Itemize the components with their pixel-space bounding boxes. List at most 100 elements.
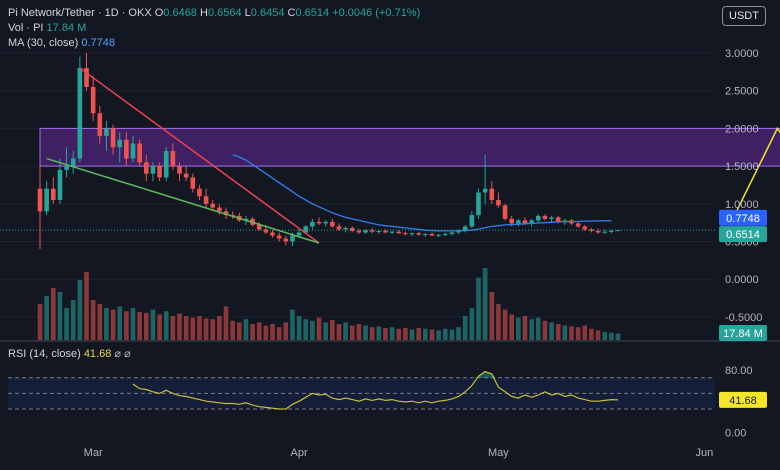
volume-bar <box>349 325 355 340</box>
volume-bar <box>409 329 415 340</box>
candle-body <box>77 68 83 159</box>
resistance-zone <box>39 127 780 167</box>
rsi-legend: RSI (14, close) 41.68 ⌀ ⌀ <box>8 347 131 360</box>
rsi-label[interactable]: RSI (14, close) <box>8 348 81 360</box>
volume-bar <box>575 327 581 340</box>
price-axis[interactable]: 3.00002.50002.00001.50001.00000.50000.00… <box>725 48 762 324</box>
candle-body <box>582 226 588 230</box>
high-value: 0.6564 <box>207 7 242 19</box>
candle-body <box>137 143 142 163</box>
candle-body <box>336 226 342 230</box>
volume-bar <box>84 272 89 340</box>
volume-bar <box>522 316 528 340</box>
candle-body <box>290 235 295 242</box>
price-tick-label: 2.5000 <box>725 86 759 98</box>
volume-bars <box>37 268 621 340</box>
candle-body <box>130 143 136 159</box>
volume-bar <box>423 328 428 340</box>
volume-bar <box>270 324 275 340</box>
volume-bar <box>310 320 315 340</box>
volume-bar <box>609 332 614 340</box>
candle-body <box>509 218 515 224</box>
volume-bar <box>210 319 216 340</box>
ma-price-tag-bg <box>719 209 767 226</box>
candle-body <box>270 232 275 236</box>
time-tick-label: Apr <box>291 447 308 459</box>
volume-bar <box>449 329 455 340</box>
volume-bar <box>502 309 508 340</box>
candle-body <box>363 230 368 233</box>
candle-body <box>396 231 402 234</box>
volume-bar <box>442 328 448 340</box>
price-tick-label: 1.5000 <box>725 161 759 173</box>
candle-body <box>389 231 395 233</box>
candle-body <box>403 233 408 235</box>
ma-label[interactable]: MA (30, close) <box>8 37 79 49</box>
volume-bar <box>343 322 348 340</box>
candle-body <box>190 177 196 189</box>
volume-label[interactable]: Vol · PI <box>8 22 44 34</box>
candle-body <box>423 233 428 235</box>
red-trend-line <box>79 67 320 244</box>
candle-body <box>110 128 116 148</box>
volume-bar <box>130 308 136 340</box>
currency-unit-button[interactable]: USDT <box>722 6 766 26</box>
volume-bar <box>296 316 302 340</box>
candle-body <box>516 220 521 224</box>
volume-bar <box>383 328 388 340</box>
volume-bar <box>263 325 269 340</box>
volume-bar <box>276 327 282 340</box>
candle-body <box>64 166 69 170</box>
candle-body <box>256 224 262 230</box>
candle-body <box>163 151 169 178</box>
volume-bar <box>124 311 129 340</box>
symbol-legend: Pi Network/Tether · 1D · OKX O0.6468 H0.… <box>8 7 420 19</box>
rsi-value: 41.68 <box>83 348 112 360</box>
close-value: 0.6514 <box>295 7 330 19</box>
volume-bar <box>110 309 116 340</box>
grid-lines <box>0 52 715 318</box>
volume-bar <box>489 292 495 340</box>
volume-bar <box>243 319 249 340</box>
candle-body <box>549 217 554 219</box>
price-tick-label: 2.0000 <box>725 123 759 135</box>
candle-body <box>330 221 335 227</box>
volume-bar <box>323 322 328 340</box>
volume-bar <box>549 322 554 340</box>
candle-body <box>97 113 103 136</box>
volume-bar <box>190 317 196 340</box>
candle-body <box>143 162 149 174</box>
volume-legend: Vol · PI 17.84 M <box>8 22 86 34</box>
volume-bar <box>582 325 588 340</box>
volume-bar <box>476 277 481 340</box>
volume-bar <box>50 288 56 340</box>
time-axis[interactable]: Mar Apr May Jun <box>84 447 714 459</box>
volume-bar <box>509 314 515 340</box>
volume-bar <box>197 316 202 340</box>
symbol-name[interactable]: Pi Network/Tether · 1D · OKX <box>8 7 152 19</box>
candle-body <box>104 128 109 136</box>
candle-body <box>157 166 162 178</box>
candle-body <box>376 230 382 232</box>
rsi-tag-bg <box>719 391 767 408</box>
time-tick-label: May <box>488 447 509 459</box>
volume-bar <box>104 308 109 340</box>
volume-bar <box>396 328 402 340</box>
candle-body <box>529 220 534 224</box>
candle-body <box>177 166 182 174</box>
candlesticks <box>37 53 621 250</box>
rsi-visibility-icon[interactable]: ⌀ ⌀ <box>114 348 131 360</box>
ma-price-tag: 0.7748 <box>726 213 760 225</box>
volume-bar <box>403 328 408 340</box>
candle-body <box>462 226 468 231</box>
volume-bar <box>90 300 96 340</box>
projection-arrow <box>730 126 780 224</box>
price-tick-label: 0.0000 <box>725 274 759 286</box>
candle-body <box>436 234 441 236</box>
last-price-tag-bg <box>719 226 767 243</box>
rsi-tick-label: 0.00 <box>725 427 746 439</box>
candle-body <box>90 86 96 114</box>
volume-bar <box>555 324 561 340</box>
volume-bar <box>542 320 548 340</box>
volume-bar <box>70 300 76 340</box>
